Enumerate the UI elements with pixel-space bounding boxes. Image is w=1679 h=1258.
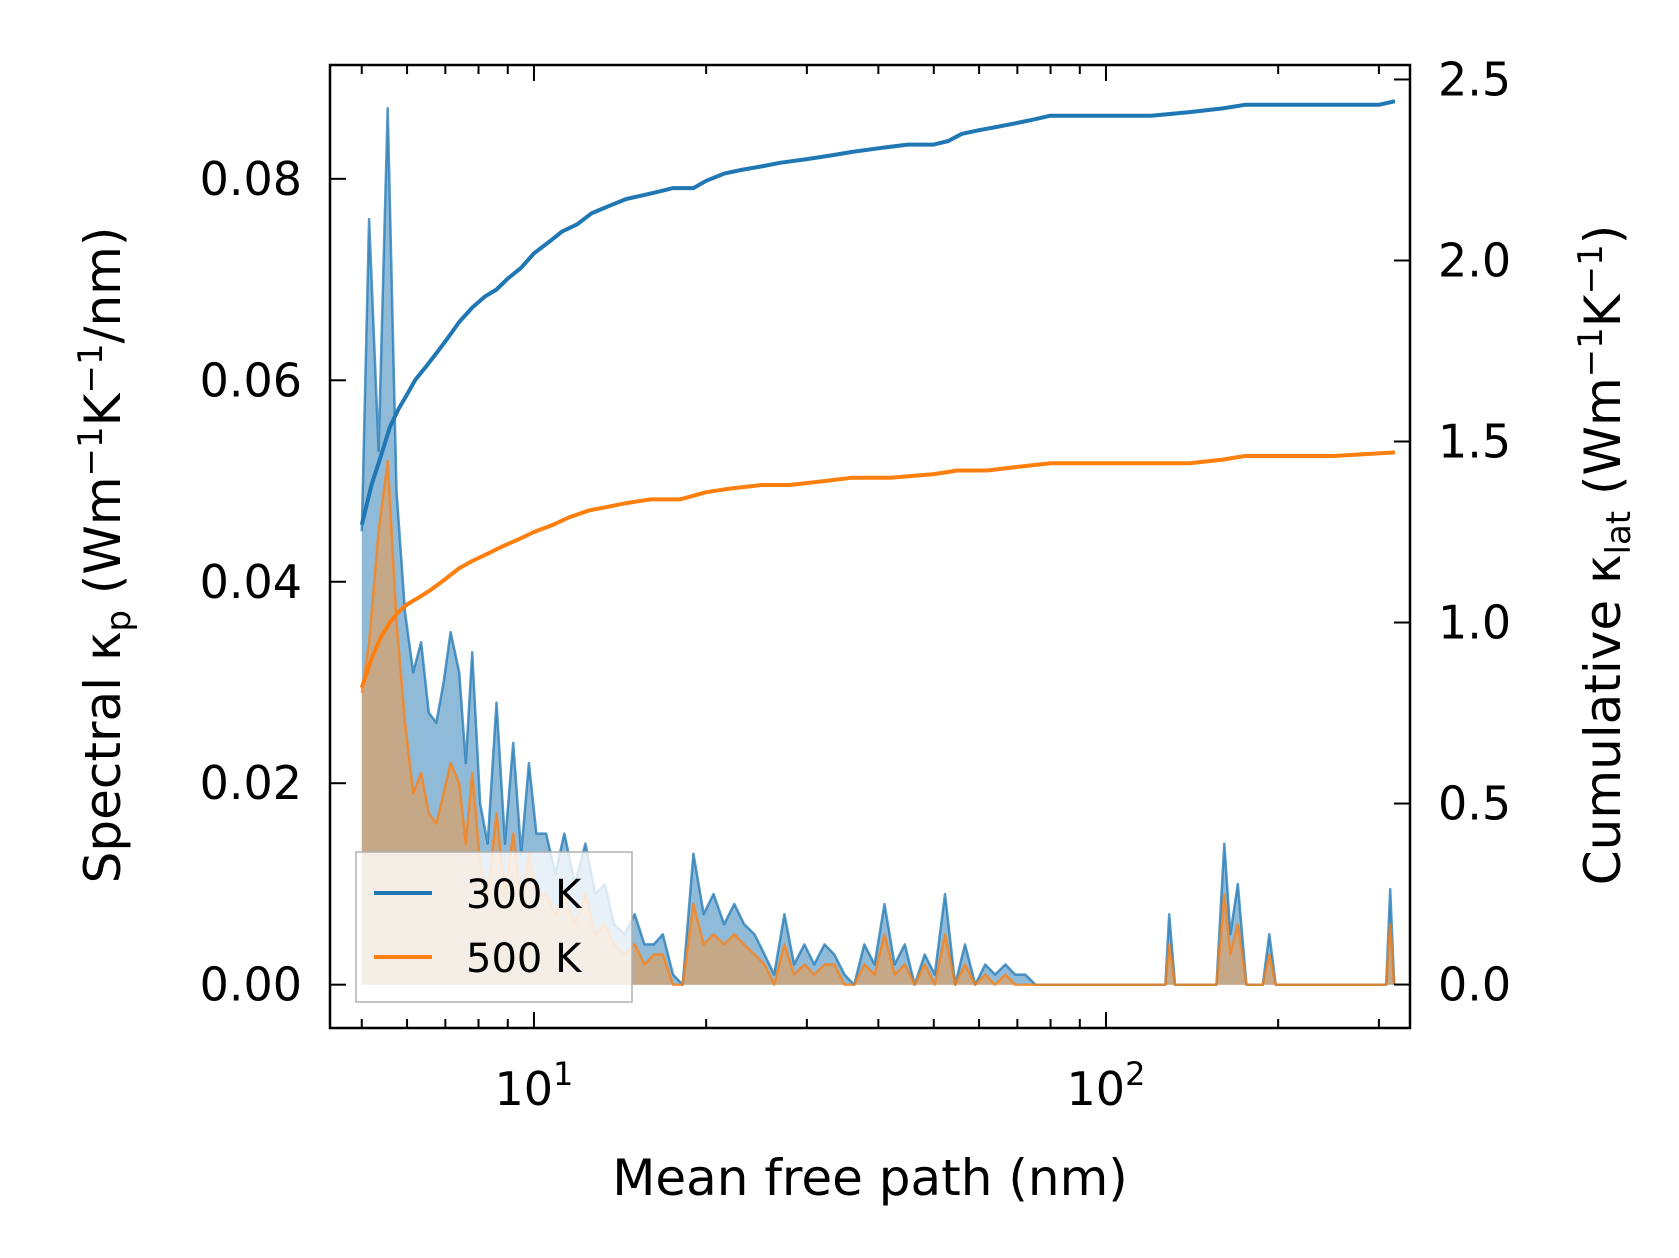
right-y-tick-label: 2.5 <box>1438 52 1511 106</box>
cumulative-line-300k <box>359 99 1396 526</box>
x-axis-label: Mean free path (nm) <box>612 1149 1128 1207</box>
right-y-tick-label: 2.0 <box>1438 233 1511 287</box>
legend: 300 K 500 K <box>355 851 633 1003</box>
legend-label-300k: 300 K <box>466 872 583 918</box>
left-y-axis-label: Spectral κp (Wm−1K−1/nm) <box>71 227 139 884</box>
right-y-tick-label: 1.0 <box>1438 596 1511 650</box>
cumulative-line-layer <box>359 99 1396 689</box>
left-y-tick-label: 0.06 <box>200 353 302 407</box>
legend-box <box>355 851 633 1003</box>
left-y-tick-label: 0.08 <box>200 152 302 206</box>
left-y-tick-label: 0.00 <box>200 958 302 1012</box>
x-tick-label: 102 <box>1067 1055 1146 1116</box>
right-y-axis-label: Cumulative κlat (Wm−1K−1) <box>1571 225 1639 885</box>
legend-label-500k: 500 K <box>466 936 583 982</box>
right-y-tick-label: 0.0 <box>1438 958 1511 1012</box>
left-y-tick-label: 0.02 <box>200 756 302 810</box>
right-y-tick-label: 1.5 <box>1438 415 1511 469</box>
right-y-tick-label: 0.5 <box>1438 777 1511 831</box>
axis-tick-labels: 101 102 0.00 0.02 0.04 0.06 0.08 0.0 0.5 1.0 1.5 2.… <box>200 52 1512 1116</box>
left-y-tick-label: 0.04 <box>200 555 302 609</box>
plot-frame <box>328 63 1412 1030</box>
x-tick-label: 101 <box>495 1055 574 1116</box>
cumulative-line-500k <box>359 450 1396 689</box>
axis-ticks <box>330 65 1410 1028</box>
